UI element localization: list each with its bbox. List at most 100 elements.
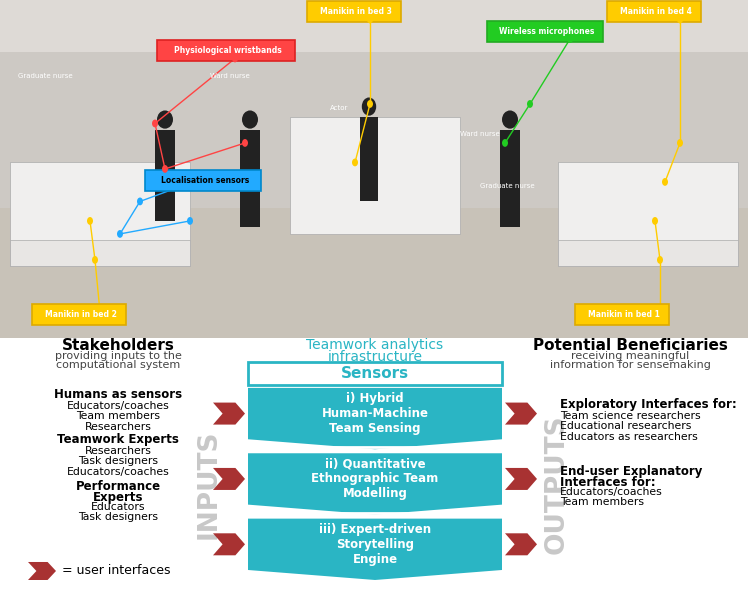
Text: Exploratory Interfaces for:: Exploratory Interfaces for: — [560, 398, 737, 411]
Text: Stakeholders: Stakeholders — [61, 338, 174, 353]
Ellipse shape — [242, 111, 258, 129]
Circle shape — [187, 217, 193, 225]
Polygon shape — [505, 533, 537, 556]
Polygon shape — [248, 453, 502, 515]
Text: Researchers: Researchers — [85, 422, 151, 432]
Text: = user interfaces: = user interfaces — [62, 565, 171, 578]
Circle shape — [352, 158, 358, 166]
Text: information for sensemaking: information for sensemaking — [550, 360, 711, 370]
Bar — [558, 240, 738, 266]
FancyBboxPatch shape — [157, 40, 295, 61]
Bar — [0, 0, 748, 104]
Text: iii) Expert-driven
Storytelling
Engine: iii) Expert-driven Storytelling Engine — [319, 523, 431, 566]
Circle shape — [242, 139, 248, 147]
Text: End-user Explanatory: End-user Explanatory — [560, 465, 702, 478]
Text: Task designers: Task designers — [78, 512, 158, 523]
Text: ii) Quantitative
Ethnographic Team
Modelling: ii) Quantitative Ethnographic Team Model… — [311, 457, 438, 501]
Circle shape — [367, 16, 373, 23]
Polygon shape — [248, 518, 502, 580]
Bar — [10, 240, 190, 266]
Text: Manikin in bed 3: Manikin in bed 3 — [320, 7, 392, 16]
Text: Educators: Educators — [91, 502, 145, 512]
Text: Sensors: Sensors — [341, 366, 409, 381]
Circle shape — [87, 217, 93, 225]
Text: Actor: Actor — [330, 105, 349, 111]
Text: Educators/coaches: Educators/coaches — [67, 401, 169, 411]
Bar — [240, 130, 260, 227]
Ellipse shape — [157, 111, 173, 129]
Polygon shape — [248, 388, 502, 449]
Text: computational system: computational system — [56, 360, 180, 370]
Circle shape — [652, 217, 658, 225]
Ellipse shape — [502, 111, 518, 129]
Circle shape — [657, 256, 663, 264]
Text: INPUTS: INPUTS — [196, 429, 222, 539]
FancyBboxPatch shape — [32, 304, 126, 325]
Text: i) Hybrid
Human-Machine
Team Sensing: i) Hybrid Human-Machine Team Sensing — [322, 392, 429, 435]
Circle shape — [677, 139, 683, 147]
Circle shape — [527, 100, 533, 108]
Circle shape — [502, 139, 508, 147]
Text: Graduate nurse: Graduate nurse — [18, 73, 73, 79]
Bar — [0, 195, 748, 338]
Text: Team members: Team members — [560, 498, 644, 508]
Bar — [290, 117, 460, 234]
Circle shape — [137, 197, 143, 205]
FancyBboxPatch shape — [487, 21, 603, 42]
Circle shape — [97, 308, 103, 316]
Text: Team members: Team members — [76, 411, 160, 422]
Ellipse shape — [362, 97, 376, 115]
Text: Physiological wristbands: Physiological wristbands — [174, 46, 282, 55]
Text: Task designers: Task designers — [78, 456, 158, 466]
FancyBboxPatch shape — [575, 304, 669, 325]
Circle shape — [232, 54, 238, 62]
Text: Manikin in bed 4: Manikin in bed 4 — [620, 7, 692, 16]
Text: Wireless microphones: Wireless microphones — [500, 27, 595, 36]
Bar — [360, 117, 378, 202]
Text: Educators/coaches: Educators/coaches — [560, 487, 663, 497]
Bar — [558, 163, 738, 266]
Text: Researchers: Researchers — [85, 446, 151, 456]
Polygon shape — [213, 468, 245, 490]
Circle shape — [567, 35, 573, 43]
Bar — [10, 163, 190, 266]
Circle shape — [657, 308, 663, 316]
Circle shape — [677, 16, 683, 23]
Text: OUTPUTS: OUTPUTS — [544, 414, 570, 554]
Text: Manikin in bed 1: Manikin in bed 1 — [588, 310, 660, 319]
Circle shape — [117, 230, 123, 238]
Polygon shape — [505, 402, 537, 425]
Text: Graduate nurse: Graduate nurse — [480, 184, 535, 190]
Bar — [500, 130, 520, 227]
FancyBboxPatch shape — [607, 1, 701, 22]
Circle shape — [662, 178, 668, 186]
Text: Teamwork analytics: Teamwork analytics — [307, 338, 444, 352]
Circle shape — [197, 175, 203, 183]
Circle shape — [92, 256, 98, 264]
FancyBboxPatch shape — [145, 170, 261, 191]
FancyBboxPatch shape — [307, 1, 401, 22]
Polygon shape — [213, 402, 245, 425]
Polygon shape — [28, 562, 56, 580]
Polygon shape — [505, 468, 537, 490]
Text: Educators/coaches: Educators/coaches — [67, 467, 169, 477]
FancyBboxPatch shape — [248, 362, 502, 385]
Circle shape — [152, 120, 158, 127]
Text: Ward nurse: Ward nurse — [460, 132, 500, 138]
Text: Ward nurse: Ward nurse — [210, 73, 250, 79]
Text: Humans as sensors: Humans as sensors — [54, 388, 182, 401]
Text: Experts: Experts — [93, 491, 144, 504]
Text: Educational researchers: Educational researchers — [560, 422, 691, 431]
Text: Team science researchers: Team science researchers — [560, 411, 701, 421]
Text: Teamwork Experts: Teamwork Experts — [57, 433, 179, 446]
Text: Potential Beneficiaries: Potential Beneficiaries — [533, 338, 728, 353]
Text: providing inputs to the: providing inputs to the — [55, 351, 182, 361]
Text: Localisation sensors: Localisation sensors — [161, 176, 249, 185]
Circle shape — [162, 165, 168, 173]
Text: receiving meaningful: receiving meaningful — [571, 351, 689, 361]
Text: Performance: Performance — [76, 480, 161, 493]
Text: infrastructure: infrastructure — [328, 350, 423, 364]
Polygon shape — [213, 533, 245, 556]
Text: Educators as researchers: Educators as researchers — [560, 432, 698, 442]
Bar — [0, 52, 748, 208]
